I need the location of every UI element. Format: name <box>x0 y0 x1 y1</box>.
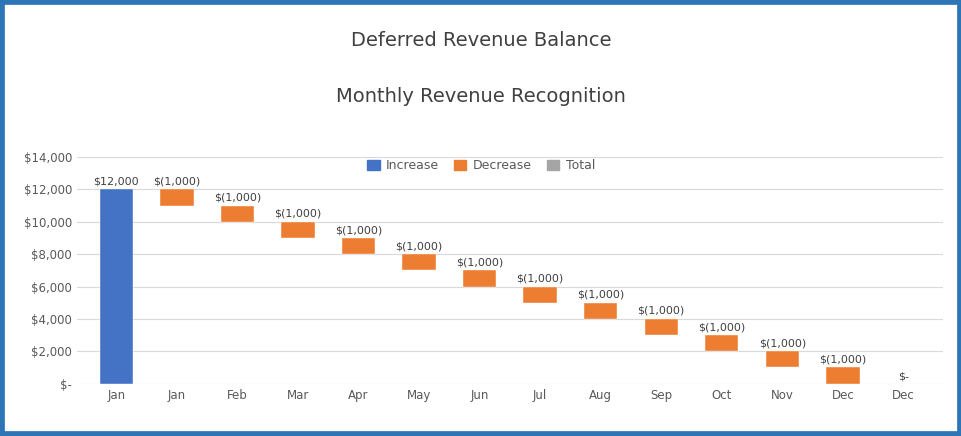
Text: $(1,000): $(1,000) <box>698 322 745 332</box>
Text: $(1,000): $(1,000) <box>395 241 442 251</box>
Bar <box>765 351 799 368</box>
Bar <box>402 254 435 270</box>
Text: $(1,000): $(1,000) <box>516 274 563 283</box>
Text: $(1,000): $(1,000) <box>153 177 200 187</box>
Bar <box>100 189 133 384</box>
Text: $(1,000): $(1,000) <box>637 306 684 316</box>
Legend: Increase, Decrease, Total: Increase, Decrease, Total <box>361 154 600 177</box>
Bar <box>341 238 375 254</box>
Text: $12,000: $12,000 <box>93 177 139 187</box>
Text: $(1,000): $(1,000) <box>577 290 624 300</box>
Text: $(1,000): $(1,000) <box>274 209 321 219</box>
Bar <box>220 205 254 222</box>
Bar <box>281 222 314 238</box>
Bar <box>644 319 678 335</box>
Bar <box>825 368 858 384</box>
Text: Monthly Revenue Recognition: Monthly Revenue Recognition <box>335 87 626 106</box>
Text: Deferred Revenue Balance: Deferred Revenue Balance <box>351 31 610 50</box>
Text: $(1,000): $(1,000) <box>456 257 503 267</box>
Bar <box>583 303 617 319</box>
Bar <box>462 270 496 286</box>
Text: $(1,000): $(1,000) <box>819 354 866 364</box>
Text: $-: $- <box>897 372 908 382</box>
Bar <box>523 286 556 303</box>
Text: $(1,000): $(1,000) <box>213 193 260 203</box>
Text: $(1,000): $(1,000) <box>334 225 382 235</box>
Bar <box>160 189 193 205</box>
Bar <box>704 335 738 351</box>
Text: $(1,000): $(1,000) <box>758 338 805 348</box>
